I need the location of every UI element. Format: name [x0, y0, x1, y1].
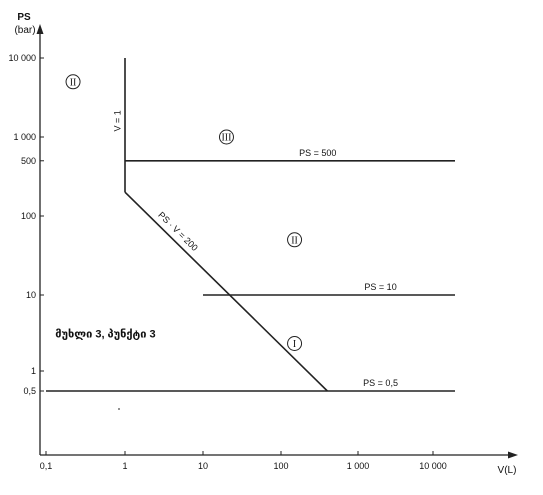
y-tick-label: 1 000: [13, 132, 36, 142]
series-label: PS = 0,5: [363, 378, 398, 388]
x-tick-label: 0,1: [40, 461, 53, 471]
y-tick-label: 10 000: [8, 53, 36, 63]
y-axis-label: PS: [17, 12, 31, 23]
y-tick-label: 500: [21, 156, 36, 166]
stray-dot: [118, 408, 120, 410]
annotation-note: მუხლი 3, პუნქტი 3: [55, 329, 155, 341]
region-marker-circle: [65, 74, 81, 90]
region-marker-circle: [218, 129, 234, 145]
region-label: I: [293, 339, 296, 350]
x-tick-label: 1: [122, 461, 127, 471]
region-label: II: [70, 77, 77, 88]
x-tick-label: 1 000: [347, 461, 370, 471]
ticks: 0,1 1 10 100 1 000 10 000 0,5 1 10 100 500 1 000 10 …: [8, 53, 446, 471]
x-axis-arrow: [508, 451, 518, 459]
series-line: [124, 191, 328, 392]
y-tick-label: 1: [31, 366, 36, 376]
x-tick-label: 10 000: [419, 461, 447, 471]
region-marker-circle: [287, 336, 303, 352]
y-axis-arrow: [36, 24, 44, 34]
region-label: III: [221, 133, 231, 144]
y-axis-unit: (bar): [14, 25, 35, 36]
series-label: PS = 500: [299, 148, 336, 158]
series-label: PS = 10: [364, 282, 396, 292]
x-tick-label: 100: [273, 461, 288, 471]
y-tick-label: 10: [26, 290, 36, 300]
y-tick-label: 0,5: [23, 386, 36, 396]
region-marker-circle: [287, 232, 303, 248]
x-axis-label: V(L): [498, 465, 517, 476]
series-label: PS · V = 200: [156, 210, 200, 253]
series-label: V = 1: [112, 110, 122, 131]
lines: PS = 500 PS = 10 PS = 0,5 V = 1 PS · V = 200: [46, 58, 455, 392]
region-label: II: [291, 235, 298, 246]
x-tick-label: 10: [198, 461, 208, 471]
axes: PS (bar) V(L): [14, 12, 518, 476]
y-tick-label: 100: [21, 211, 36, 221]
